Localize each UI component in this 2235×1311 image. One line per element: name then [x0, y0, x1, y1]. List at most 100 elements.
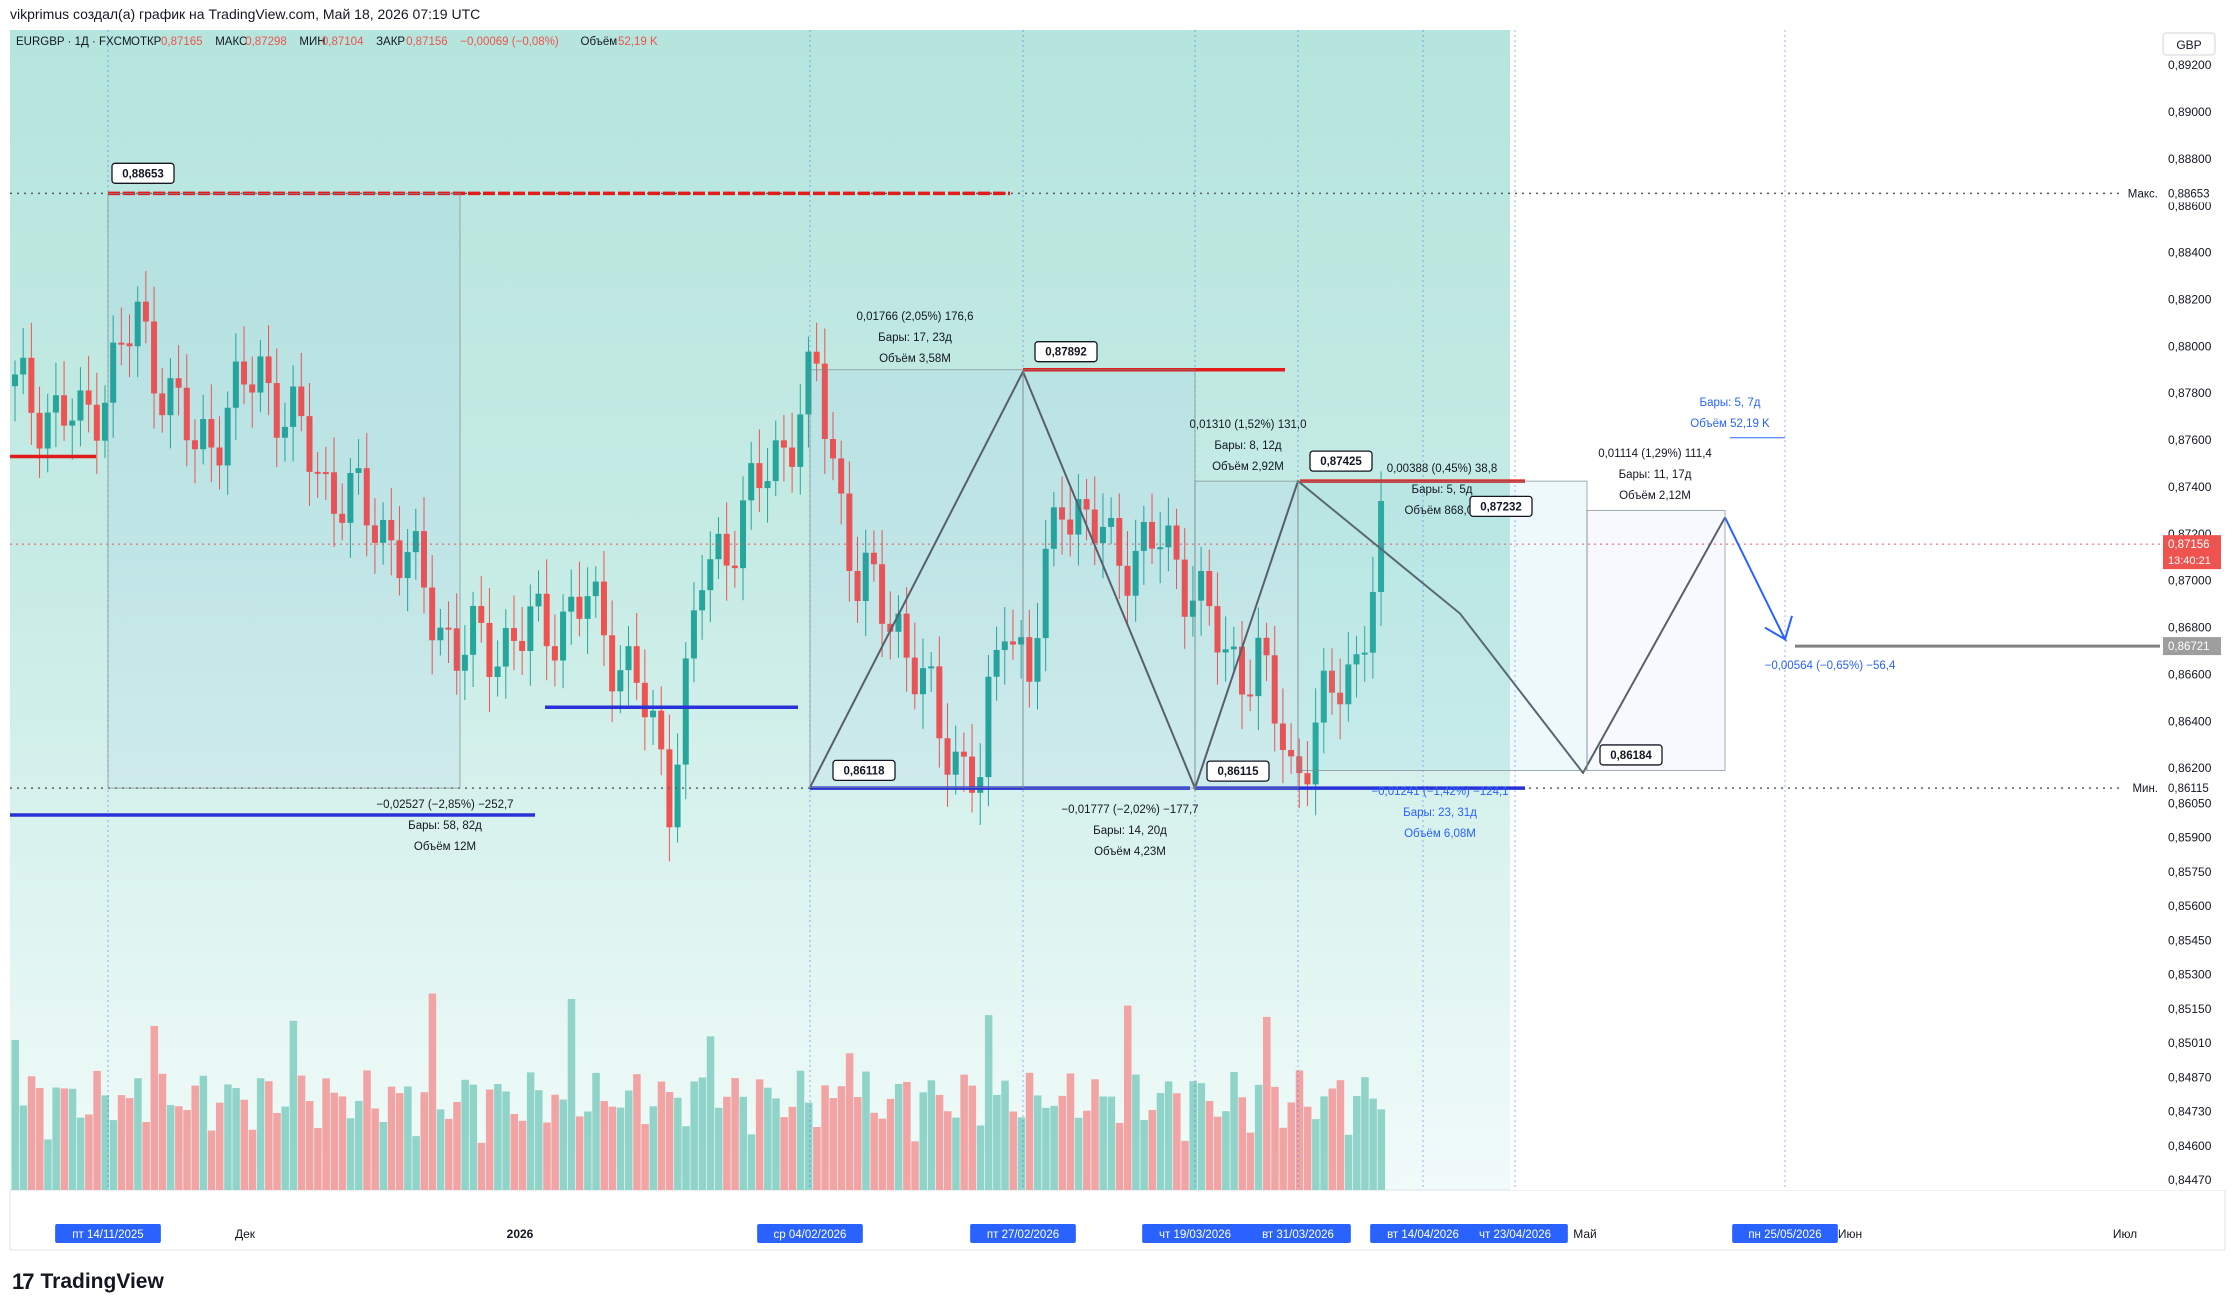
- volume-bar: [1034, 1095, 1042, 1190]
- candle-body: [314, 471, 321, 474]
- volume-bar: [1336, 1080, 1345, 1190]
- volume-bar: [1042, 1107, 1050, 1190]
- ohlc-legend-key: ОТКР: [131, 36, 162, 48]
- candle-body: [12, 374, 18, 387]
- candle-body: [363, 468, 370, 526]
- ohlc-legend-key: МАКС: [215, 36, 247, 48]
- volume-bar: [109, 1120, 118, 1190]
- volume-bar: [1074, 1117, 1083, 1190]
- volume-bar: [526, 1072, 535, 1190]
- volume-bar: [780, 1117, 788, 1190]
- x-tick-label: Дек: [235, 1227, 256, 1241]
- candle-body: [960, 751, 967, 757]
- candle-body: [167, 378, 174, 416]
- volume-bar: [166, 1105, 175, 1190]
- tradingview-brand[interactable]: 17 TradingView: [12, 1265, 164, 1299]
- candle-body: [1222, 649, 1229, 653]
- volume-bar: [1140, 1120, 1148, 1190]
- candle-body: [1132, 550, 1139, 596]
- candle-body: [1328, 670, 1335, 693]
- volume-bar: [420, 1092, 428, 1190]
- x-tick-label: Июл: [2113, 1227, 2137, 1241]
- tradingview-logo-icon: 17: [12, 1269, 35, 1294]
- candles: [12, 271, 1385, 862]
- candle-body: [854, 570, 861, 602]
- volume-bar: [485, 1089, 494, 1190]
- measurement-label: −0,02527 (−2,85%) −252,7: [376, 799, 513, 811]
- volume-bar: [199, 1075, 208, 1190]
- volume-bar: [633, 1074, 641, 1190]
- ohlc-legend-value: 0,87104: [322, 36, 364, 48]
- volume-bar: [395, 1093, 404, 1190]
- volume-bar: [85, 1114, 93, 1190]
- volume-bar: [903, 1081, 911, 1190]
- volume-bar: [543, 1122, 551, 1190]
- volume-bar: [1205, 1100, 1214, 1190]
- y-tick-label: 0,86200: [2168, 761, 2212, 775]
- ohlc-legend-value: −0,00069 (−0,08%): [460, 36, 559, 48]
- candle-body: [134, 301, 141, 347]
- candle-body: [347, 473, 354, 523]
- volume-bar: [911, 1141, 919, 1190]
- candle-body: [944, 738, 951, 775]
- candle-body: [740, 500, 747, 569]
- candle-body: [600, 581, 607, 636]
- point-label: 0,86118: [844, 765, 886, 777]
- volume-bar: [36, 1088, 44, 1190]
- candle-body: [191, 440, 198, 450]
- volume-bar: [428, 993, 437, 1190]
- candle-body: [429, 587, 436, 641]
- point-label: 0,87892: [1045, 347, 1087, 359]
- measurement-label: −0,01777 (−2,02%) −177,7: [1061, 804, 1198, 816]
- time-axis: [9, 1189, 2226, 1251]
- volume-bar: [1050, 1105, 1058, 1190]
- price-badge: [2163, 184, 2221, 203]
- volume-bar: [1197, 1083, 1206, 1190]
- candle-body: [797, 414, 804, 467]
- volume-bar: [567, 999, 576, 1190]
- volume-bar: [625, 1090, 633, 1190]
- volume-bar: [854, 1097, 862, 1190]
- volume-bar: [682, 1126, 690, 1190]
- volume-bar: [584, 1111, 592, 1190]
- x-tick-label: 2026: [507, 1227, 534, 1241]
- candle-body: [1157, 547, 1164, 550]
- candle-body: [380, 519, 387, 543]
- measurement-label: Бары: 23, 31д: [1403, 807, 1477, 819]
- measurement-label: 0,01114 (1,29%) 111,4: [1598, 448, 1712, 460]
- candle-body: [928, 666, 935, 669]
- ohlc-legend-key: МИН: [299, 36, 325, 48]
- volume-bar: [52, 1087, 60, 1190]
- volume-bar: [1148, 1109, 1157, 1190]
- volume-bar: [1377, 1109, 1386, 1190]
- candle-body: [1263, 637, 1270, 656]
- point-label-box: [1599, 744, 1663, 766]
- measure-box-3: [1022, 369, 1196, 789]
- volume-bar: [919, 1092, 927, 1190]
- volume-bar: [935, 1094, 944, 1190]
- candle-body: [969, 756, 976, 793]
- volume-bar: [510, 1114, 518, 1190]
- y-tick-label: 0,85750: [2168, 865, 2212, 879]
- candle-body: [633, 646, 640, 683]
- volume-bar: [371, 1108, 379, 1190]
- y-tick-label: 0,87800: [2168, 386, 2212, 400]
- candle-body: [1206, 570, 1213, 607]
- candle-body: [265, 356, 272, 384]
- volume-bar: [960, 1074, 968, 1190]
- candle-body: [1165, 525, 1172, 548]
- candle-body: [1230, 646, 1237, 650]
- candle-body: [1288, 749, 1295, 757]
- currency-label: GBP: [2176, 38, 2201, 52]
- volume-bar: [862, 1071, 870, 1190]
- candle-body: [1337, 692, 1344, 705]
- ohlc-legend-value: 52,19 K: [618, 36, 658, 48]
- candle-body: [1001, 641, 1008, 651]
- price-badge-value: 0,88653: [2168, 188, 2210, 200]
- volume-bar: [1353, 1096, 1361, 1190]
- candle-body: [371, 525, 378, 543]
- candle-body: [1026, 637, 1033, 682]
- volume-bar: [592, 1072, 600, 1190]
- volume-bar: [952, 1117, 960, 1190]
